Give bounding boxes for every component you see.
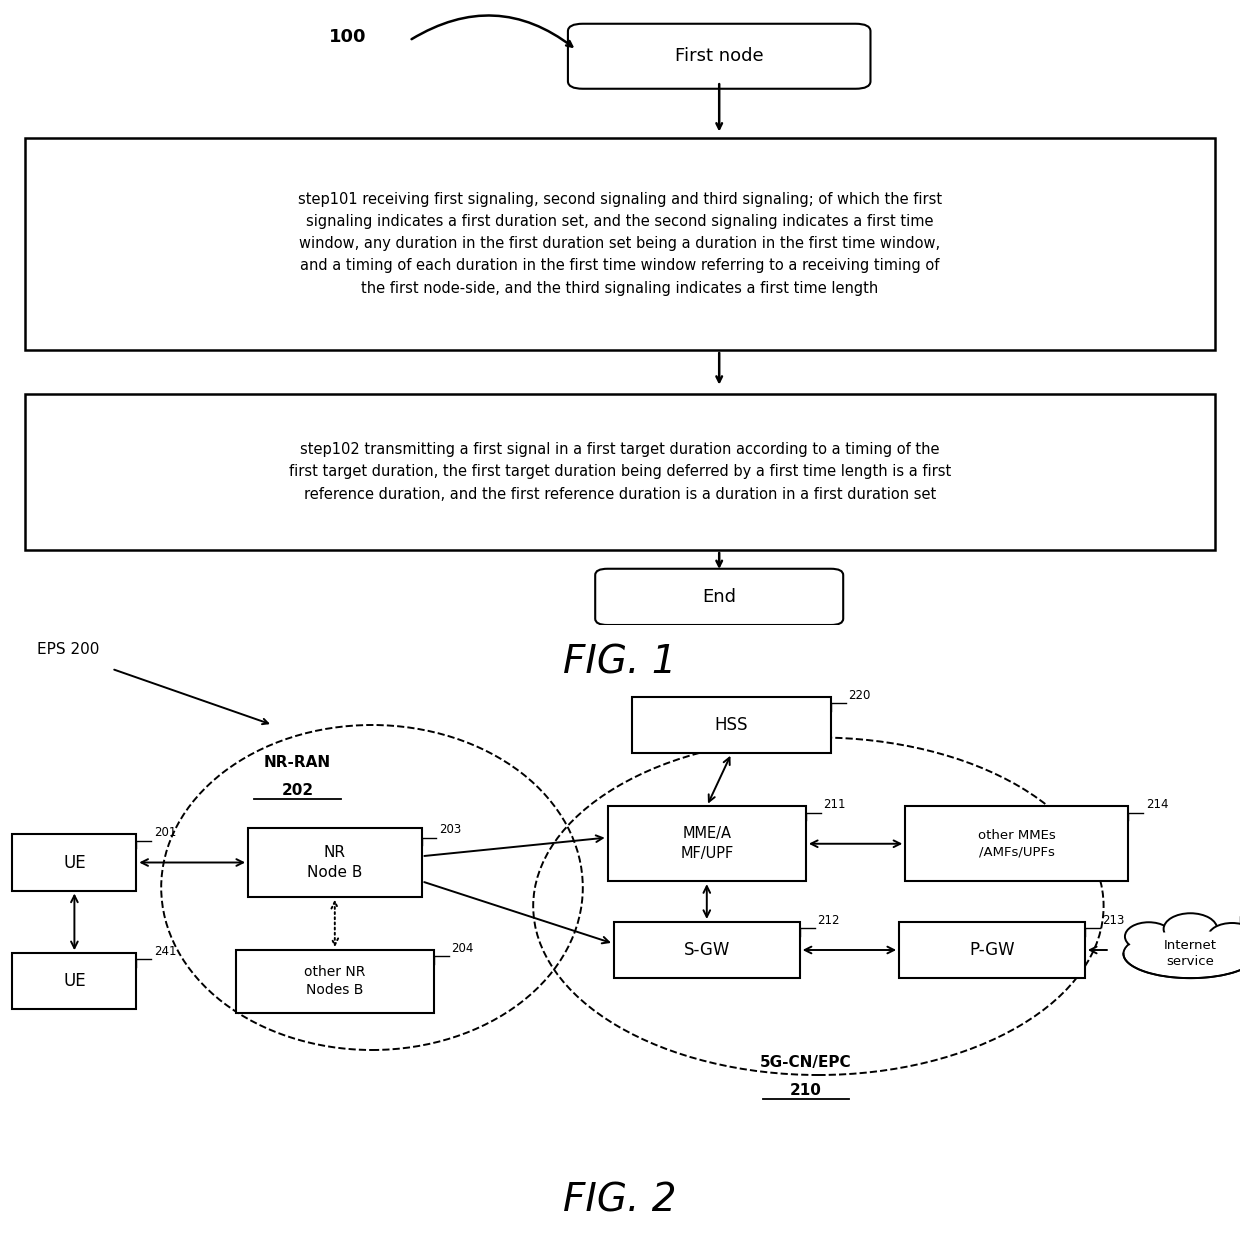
Text: Internet
service: Internet service bbox=[1164, 939, 1216, 968]
Ellipse shape bbox=[1208, 922, 1240, 950]
Text: 241: 241 bbox=[154, 945, 176, 958]
Text: End: End bbox=[702, 588, 737, 606]
Text: step101 receiving first signaling, second signaling and third signaling; of whic: step101 receiving first signaling, secon… bbox=[298, 191, 942, 296]
FancyBboxPatch shape bbox=[12, 835, 136, 890]
Text: 210: 210 bbox=[790, 1082, 822, 1098]
Text: S-GW: S-GW bbox=[683, 941, 730, 959]
Text: HSS: HSS bbox=[714, 716, 749, 734]
FancyBboxPatch shape bbox=[568, 24, 870, 89]
Text: FIG. 2: FIG. 2 bbox=[563, 1181, 677, 1219]
FancyBboxPatch shape bbox=[248, 828, 422, 897]
Text: FIG. 1: FIG. 1 bbox=[563, 644, 677, 681]
Text: 214: 214 bbox=[1146, 799, 1168, 811]
FancyBboxPatch shape bbox=[899, 922, 1085, 978]
Text: 204: 204 bbox=[451, 942, 474, 955]
Ellipse shape bbox=[1125, 930, 1240, 978]
Text: NR-RAN: NR-RAN bbox=[264, 755, 331, 770]
Ellipse shape bbox=[1163, 914, 1218, 945]
FancyBboxPatch shape bbox=[25, 394, 1215, 550]
Ellipse shape bbox=[1123, 930, 1240, 978]
FancyBboxPatch shape bbox=[608, 806, 806, 881]
Text: MME/A
MF/UPF: MME/A MF/UPF bbox=[681, 826, 733, 861]
FancyBboxPatch shape bbox=[12, 952, 136, 1010]
Ellipse shape bbox=[1125, 922, 1173, 951]
Text: UE: UE bbox=[63, 972, 86, 990]
FancyBboxPatch shape bbox=[595, 569, 843, 625]
Text: 5G-CN/EPC: 5G-CN/EPC bbox=[760, 1055, 852, 1070]
Text: 201: 201 bbox=[154, 826, 176, 840]
FancyBboxPatch shape bbox=[632, 698, 831, 752]
Text: 212: 212 bbox=[817, 914, 839, 928]
Text: 202: 202 bbox=[281, 782, 314, 798]
Text: P-GW: P-GW bbox=[970, 941, 1014, 959]
Text: 213: 213 bbox=[1102, 914, 1125, 928]
Text: step102 transmitting a first signal in a first target duration according to a ti: step102 transmitting a first signal in a… bbox=[289, 442, 951, 501]
FancyBboxPatch shape bbox=[905, 806, 1128, 881]
FancyBboxPatch shape bbox=[236, 950, 434, 1012]
FancyBboxPatch shape bbox=[25, 138, 1215, 350]
Text: other MMEs
/AMFs/UPFs: other MMEs /AMFs/UPFs bbox=[978, 829, 1055, 859]
Text: UE: UE bbox=[63, 854, 86, 871]
Text: other NR
Nodes B: other NR Nodes B bbox=[304, 965, 366, 998]
Text: EPS 200: EPS 200 bbox=[37, 642, 99, 658]
Text: 203: 203 bbox=[439, 824, 461, 836]
FancyBboxPatch shape bbox=[614, 922, 800, 978]
Text: 211: 211 bbox=[823, 799, 846, 811]
Text: First node: First node bbox=[675, 48, 764, 65]
Text: 100: 100 bbox=[329, 29, 366, 46]
Text: NR
Node B: NR Node B bbox=[308, 845, 362, 880]
Text: 220: 220 bbox=[848, 689, 870, 702]
